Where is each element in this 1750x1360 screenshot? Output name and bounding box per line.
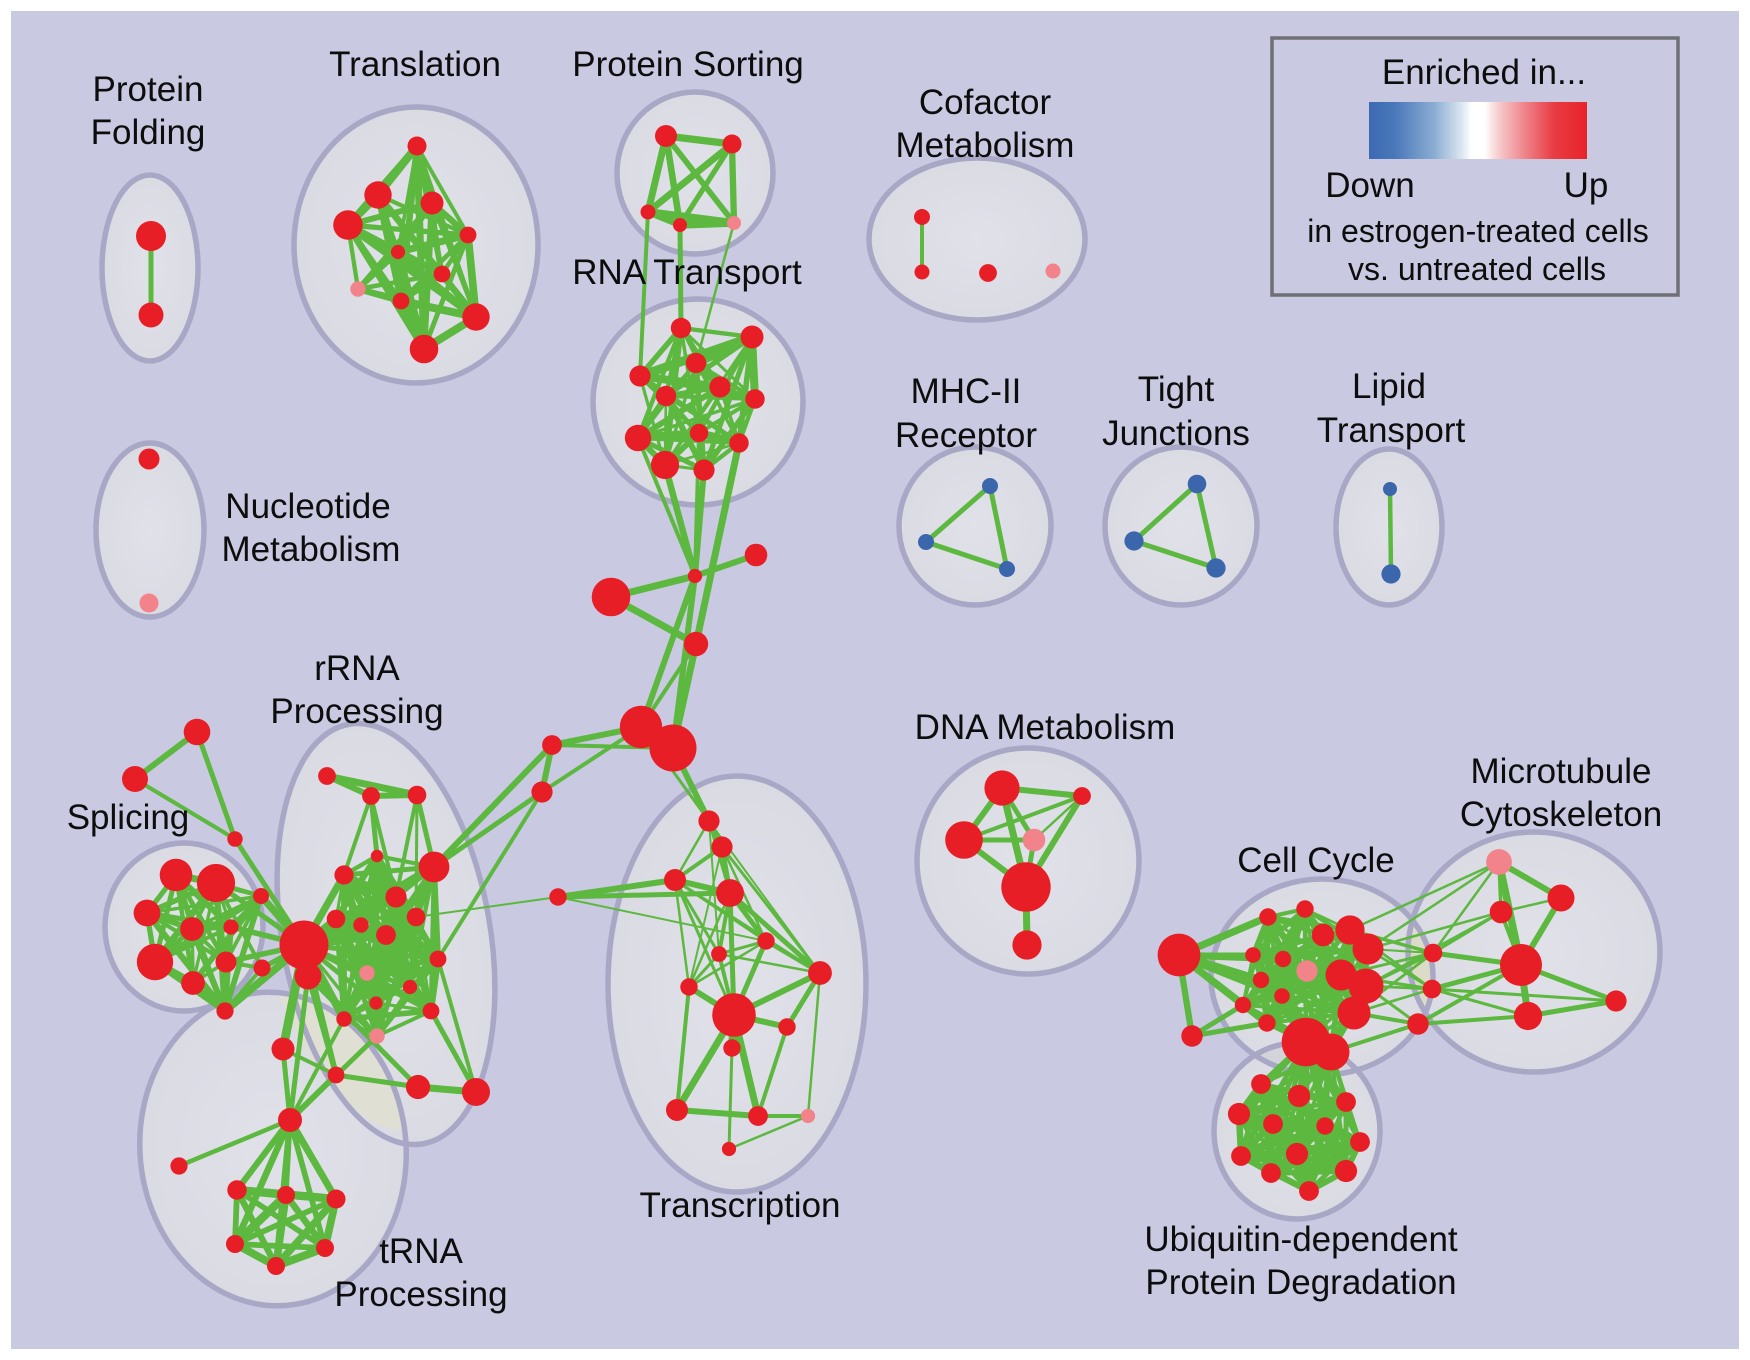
- svg-text:Folding: Folding: [91, 113, 206, 152]
- svg-text:Cell Cycle: Cell Cycle: [1237, 841, 1395, 880]
- svg-text:Cofactor: Cofactor: [919, 83, 1052, 122]
- svg-text:Translation: Translation: [329, 45, 501, 84]
- svg-text:rRNA: rRNA: [314, 649, 400, 688]
- svg-text:Tight: Tight: [1138, 370, 1215, 409]
- svg-text:Protein Sorting: Protein Sorting: [572, 45, 804, 84]
- svg-text:RNA Transport: RNA Transport: [572, 253, 802, 292]
- svg-text:DNA Metabolism: DNA Metabolism: [915, 708, 1176, 747]
- svg-text:Cytoskeleton: Cytoskeleton: [1460, 795, 1662, 834]
- svg-text:Down: Down: [1325, 166, 1414, 205]
- svg-text:Metabolism: Metabolism: [896, 126, 1075, 165]
- svg-text:tRNA: tRNA: [379, 1232, 463, 1271]
- svg-text:Transport: Transport: [1317, 411, 1466, 450]
- svg-text:in estrogen-treated cells: in estrogen-treated cells: [1307, 213, 1649, 249]
- svg-text:Protein Degradation: Protein Degradation: [1145, 1263, 1456, 1302]
- svg-text:Up: Up: [1564, 166, 1609, 205]
- svg-text:Ubiquitin-dependent: Ubiquitin-dependent: [1144, 1220, 1458, 1259]
- svg-text:Splicing: Splicing: [67, 798, 190, 837]
- svg-text:Lipid: Lipid: [1352, 367, 1426, 406]
- svg-text:Junctions: Junctions: [1102, 414, 1250, 453]
- svg-text:Metabolism: Metabolism: [222, 530, 401, 569]
- svg-text:Nucleotide: Nucleotide: [225, 487, 390, 526]
- svg-text:Microtubule: Microtubule: [1471, 752, 1652, 791]
- svg-text:Protein: Protein: [93, 70, 204, 109]
- svg-text:Receptor: Receptor: [895, 416, 1037, 455]
- svg-text:Transcription: Transcription: [640, 1186, 841, 1225]
- svg-text:vs. untreated cells: vs. untreated cells: [1348, 251, 1606, 287]
- svg-text:Enriched in...: Enriched in...: [1382, 53, 1586, 92]
- svg-text:MHC-II: MHC-II: [911, 372, 1022, 411]
- svg-text:Processing: Processing: [270, 692, 443, 731]
- svg-text:Processing: Processing: [334, 1275, 507, 1314]
